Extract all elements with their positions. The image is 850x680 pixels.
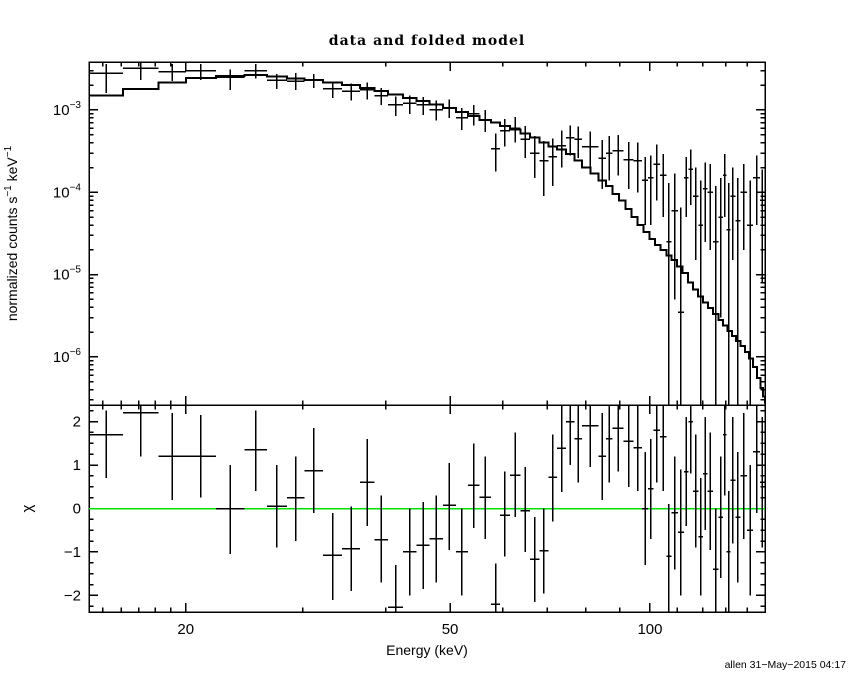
residual-data-layer xyxy=(89,405,765,612)
spectrum-y-tick-label: 10−6 xyxy=(53,347,82,366)
spectrum-y-tick-label: 10−4 xyxy=(53,182,82,201)
residual-y-axis-label: χ xyxy=(19,504,36,512)
spectrum-y-tick-label: 10−3 xyxy=(53,100,82,119)
x-axis-tick-label: 20 xyxy=(177,621,194,638)
spectrum-panel-frame xyxy=(88,61,766,406)
folded-model-step-line xyxy=(89,74,765,404)
spectrum-y-tick-label: 10−5 xyxy=(53,265,82,284)
spectrum-data-layer xyxy=(89,62,765,405)
x-axis-tick-label: 100 xyxy=(637,621,662,638)
residual-y-tick-label: −2 xyxy=(64,587,81,604)
plot-title: data and folded model xyxy=(329,33,525,49)
x-axis-ticks xyxy=(102,62,748,612)
model-layer xyxy=(89,74,765,404)
spectrum-y-axis-ticks xyxy=(89,69,765,401)
x-axis-label: Energy (keV) xyxy=(386,642,468,658)
residual-y-tick-label: 0 xyxy=(73,501,81,518)
chart-area: 20 50 100 10−3 10−4 10−5 10−6 −2 −1 0 1 2 xyxy=(53,61,766,638)
residual-y-tick-label: 2 xyxy=(73,414,81,431)
residual-y-tick-label: 1 xyxy=(73,457,81,474)
x-axis-tick-label: 50 xyxy=(442,621,459,638)
spectrum-y-axis-label: normalized counts s−1 keV−1 xyxy=(3,145,20,321)
residual-y-tick-label: −1 xyxy=(64,544,81,561)
plot-footer: allen 31−May−2015 04:17 xyxy=(725,659,847,671)
